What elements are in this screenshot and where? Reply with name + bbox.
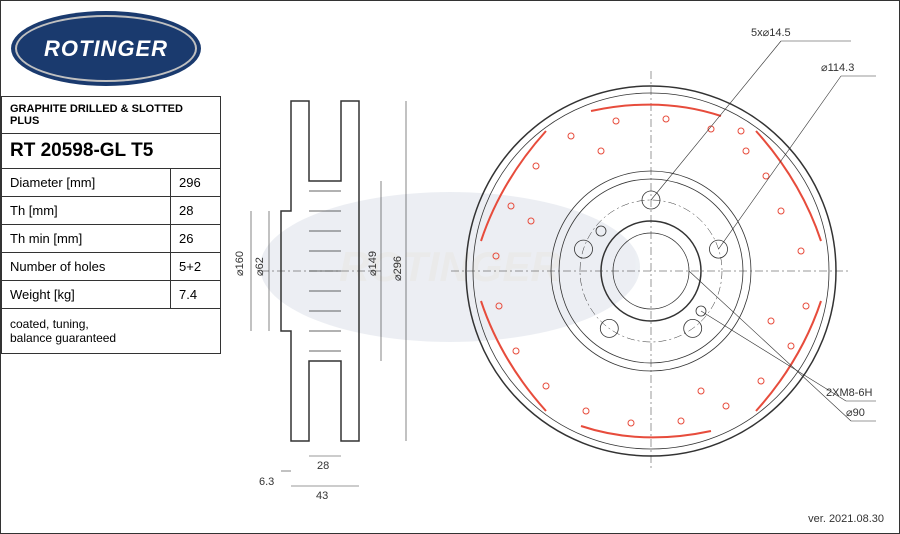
dim-thickness: 28 [317, 460, 329, 472]
spec-label: Th min [mm] [2, 225, 171, 253]
product-line: GRAPHITE DRILLED & SLOTTED PLUS [2, 97, 221, 134]
logo-text: ROTINGER [44, 36, 168, 62]
callout-thread: 2XM8-6H [826, 387, 873, 399]
version-label: ver. 2021.08.30 [808, 513, 884, 525]
dim-outer: ⌀296 [392, 256, 404, 281]
spec-label: Number of holes [2, 253, 171, 281]
callout-hub: ⌀90 [846, 407, 865, 419]
brand-logo: ROTINGER ® [11, 11, 211, 91]
spec-label: Weight [kg] [2, 281, 171, 309]
side-view: ⌀160 ⌀62 ⌀149 ⌀296 28 6.3 43 [234, 101, 406, 502]
dim-center-bore: ⌀62 [254, 257, 266, 276]
spec-label: Th [mm] [2, 197, 171, 225]
callout-bolt: 5x⌀14.5 [751, 27, 791, 39]
dim-offset: 6.3 [259, 476, 274, 488]
spec-value: 28 [171, 197, 221, 225]
part-number: RT 20598-GL T5 [2, 134, 221, 169]
spec-value: 296 [171, 169, 221, 197]
front-view: 5x⌀14.5 ⌀114.3 2XM8-6H ⌀90 [451, 27, 876, 471]
dim-inner1: ⌀149 [367, 251, 379, 276]
dim-hat-width: 43 [316, 490, 328, 502]
dim-inner2: ⌀160 [234, 251, 246, 276]
spec-value: 5+2 [171, 253, 221, 281]
registered-mark: ® [186, 19, 193, 30]
spec-table: GRAPHITE DRILLED & SLOTTED PLUS RT 20598… [1, 96, 221, 354]
technical-drawing: ⌀160 ⌀62 ⌀149 ⌀296 28 6.3 43 [231, 11, 891, 511]
spec-note: coated, tuning, balance guaranteed [2, 309, 221, 354]
spec-label: Diameter [mm] [2, 169, 171, 197]
spec-value: 26 [171, 225, 221, 253]
spec-value: 7.4 [171, 281, 221, 309]
callout-pcd: ⌀114.3 [821, 62, 854, 74]
